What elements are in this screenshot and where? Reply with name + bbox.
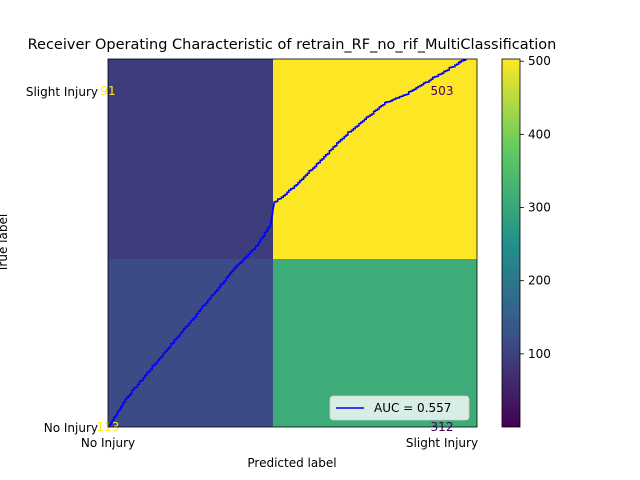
legend-box (329, 395, 470, 421)
colorbar-tick-label: 100 (528, 347, 551, 361)
heatmap-cell-slight-slight (273, 59, 477, 259)
chart-title: Receiver Operating Characteristic of ret… (28, 37, 557, 53)
colorbar-tick-label: 300 (528, 201, 551, 215)
colorbar-ticks: 100 200 300 400 500 (520, 54, 551, 361)
y-axis-label: True label (0, 214, 10, 273)
cell-label-slight-slight: 503 (431, 84, 454, 98)
colorbar-tick-label: 400 (528, 127, 551, 141)
heatmap-cells (108, 59, 477, 427)
y-tick-label-no: No Injury (44, 421, 98, 435)
x-tick-labels: No Injury Slight Injury (81, 436, 478, 450)
legend-label: AUC = 0.557 (374, 401, 451, 415)
legend: AUC = 0.557 (329, 395, 470, 421)
colorbar-tick-label: 500 (528, 54, 551, 68)
y-tick-labels: Slight Injury No Injury (26, 85, 98, 435)
plot-frame (107, 58, 478, 428)
heatmap-cell-slight-no (108, 59, 273, 259)
roc-curve-group (108, 59, 467, 427)
colorbar-gradient (501, 58, 521, 428)
colorbar-tick-label: 200 (528, 274, 551, 288)
x-tick-label-slight: Slight Injury (406, 436, 478, 450)
cell-labels: 91 503 113 312 (97, 84, 454, 434)
y-tick-label-slight: Slight Injury (26, 85, 98, 99)
x-tick-label-no: No Injury (81, 436, 135, 450)
roc-curve-line (108, 59, 467, 427)
heatmap-cell-no-no (108, 259, 273, 427)
colorbar: 100 200 300 400 500 (501, 54, 551, 428)
x-axis-label: Predicted label (247, 456, 336, 470)
